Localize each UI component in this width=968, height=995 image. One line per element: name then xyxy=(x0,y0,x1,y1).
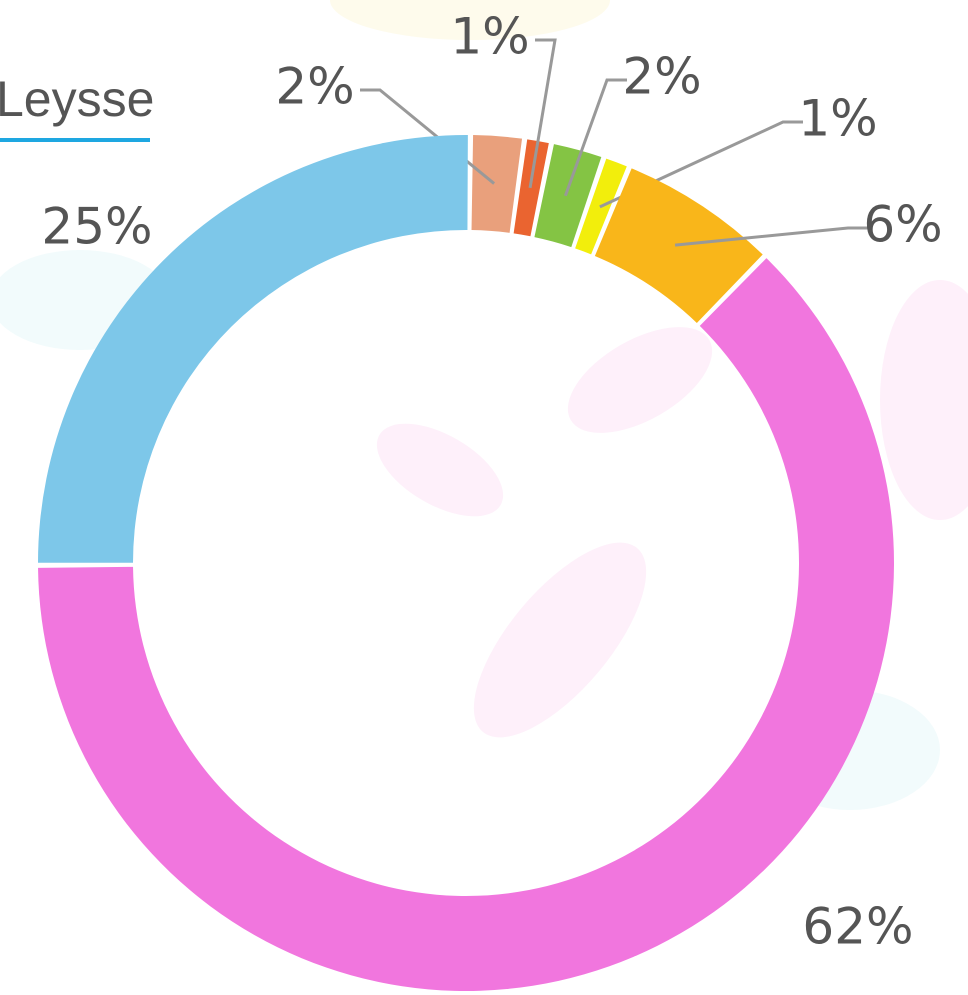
data-label: 25% xyxy=(41,198,152,256)
donut-segment xyxy=(472,135,523,233)
data-label: 2% xyxy=(622,48,701,106)
chart-title: Leysse xyxy=(0,71,154,127)
data-label: 62% xyxy=(802,898,913,956)
data-label: 1% xyxy=(450,8,529,66)
data-label: 2% xyxy=(275,58,354,116)
data-label: 6% xyxy=(863,196,942,254)
data-label: 1% xyxy=(798,90,877,148)
chart: Leysse 2% 1% 2% 1% 6% 62% 25% xyxy=(0,0,968,995)
page: {"chart_data": {"type": "pie", "title": … xyxy=(0,0,968,995)
